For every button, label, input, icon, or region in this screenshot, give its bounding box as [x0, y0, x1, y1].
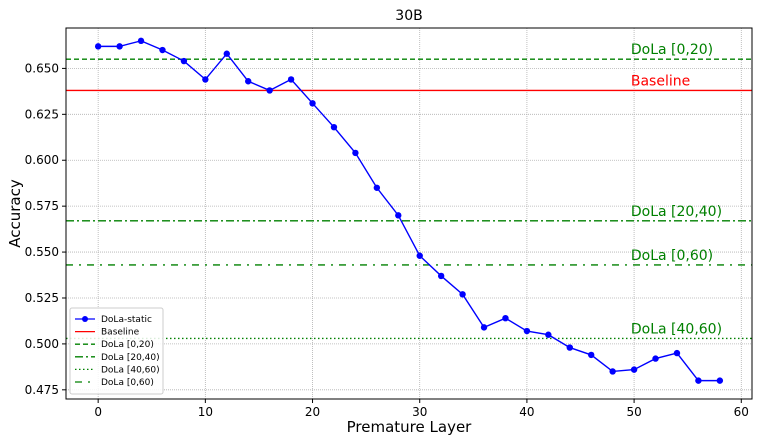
data-point [373, 184, 381, 191]
data-point [395, 212, 402, 219]
y-axis-label: Accuracy [6, 179, 24, 248]
hline-annotation: DoLa [40,60) [631, 321, 722, 337]
data-point [137, 37, 145, 45]
data-point [523, 327, 531, 335]
plot-frame [65, 27, 753, 400]
x-tick-label: 50 [626, 405, 641, 419]
series-line [98, 40, 720, 382]
data-point [652, 355, 659, 362]
hline-annotation: DoLa [0,20) [631, 42, 713, 58]
data-point [502, 314, 509, 322]
y-tick-label: 0.575 [25, 199, 59, 213]
data-point [630, 366, 638, 373]
legend-label: DoLa [20,40) [101, 353, 160, 363]
y-tick-label: 0.650 [25, 61, 59, 75]
x-tick-label: 60 [734, 405, 749, 419]
y-tick-label: 0.475 [25, 383, 59, 397]
y-axis-ticks: 0.475 0.500 0.525 0.550 0.575 0.600 0.625 0.650 [25, 61, 66, 397]
annotations: Baseline DoLa [0,20) DoLa [20,40) DoLa [40,… [631, 42, 722, 337]
data-point [673, 349, 681, 357]
data-point [566, 344, 573, 351]
y-tick-label: 0.600 [25, 153, 59, 167]
grid [66, 28, 752, 399]
y-tick-label: 0.625 [25, 107, 59, 121]
x-tick-label: 30 [412, 405, 427, 419]
data-point [202, 76, 209, 83]
legend-marker [82, 316, 88, 322]
chart-title: 30B [395, 8, 422, 24]
legend-box [69, 307, 164, 395]
data-point [545, 331, 552, 338]
legend-label: Baseline [101, 328, 140, 338]
legend-label: DoLa [0,20) [101, 340, 154, 350]
data-point [480, 324, 488, 331]
legend: DoLa-static Baseline DoLa [0,20) DoLa [20,4… [69, 307, 164, 395]
data-point [609, 368, 616, 375]
data-point [287, 76, 295, 83]
data-point [223, 50, 230, 57]
hline-annotation: Baseline [631, 73, 690, 89]
x-axis-ticks: 0 10 20 30 40 50 60 [94, 399, 749, 419]
hline-annotation: DoLa [20,40) [631, 204, 722, 220]
data-point [459, 291, 466, 298]
data-point [94, 43, 102, 50]
y-tick-label: 0.500 [25, 337, 59, 351]
x-tick-label: 10 [198, 405, 213, 419]
series-group [94, 37, 724, 384]
data-point [180, 57, 188, 65]
data-point [159, 46, 166, 54]
data-point [437, 272, 445, 280]
data-point [416, 252, 423, 259]
data-point [116, 43, 123, 50]
x-tick-label: 0 [94, 405, 102, 419]
data-point [330, 123, 338, 131]
x-axis-label: Premature Layer [347, 418, 473, 436]
data-point [716, 377, 724, 384]
x-tick-label: 40 [519, 405, 534, 419]
legend-label: DoLa [0,60) [101, 378, 154, 388]
data-point [588, 351, 595, 359]
y-tick-label: 0.525 [25, 291, 59, 305]
x-tick-label: 20 [305, 405, 320, 419]
legend-label: DoLa-static [101, 315, 152, 325]
data-point [309, 100, 316, 107]
hline-annotation: DoLa [0,60) [631, 248, 713, 264]
data-point [245, 78, 252, 85]
data-point [695, 377, 702, 384]
legend-label: DoLa [40,60) [101, 365, 160, 375]
y-tick-label: 0.550 [25, 245, 59, 259]
data-point [352, 149, 359, 157]
data-point [266, 87, 273, 94]
